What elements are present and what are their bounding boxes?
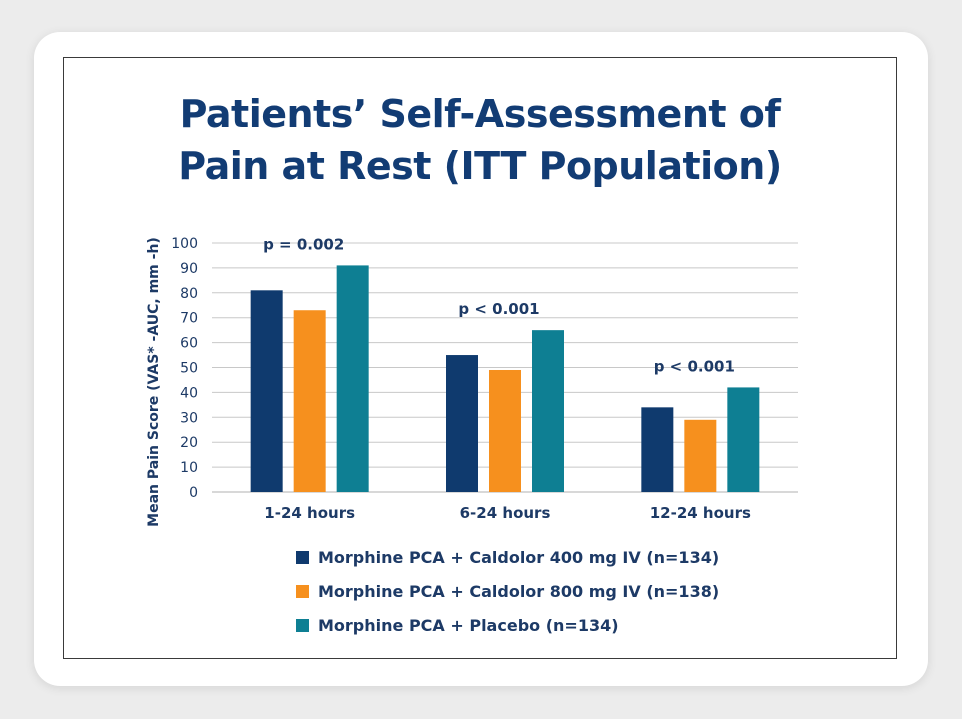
- bar: [446, 355, 478, 492]
- chart-title-line-1: Patients’ Self-Assessment of: [179, 92, 781, 136]
- legend-item: Morphine PCA + Caldolor 400 mg IV (n=134…: [296, 540, 719, 574]
- legend: Morphine PCA + Caldolor 400 mg IV (n=134…: [296, 540, 719, 642]
- legend-item: Morphine PCA + Caldolor 800 mg IV (n=138…: [296, 574, 719, 608]
- x-tick-label: 12-24 hours: [650, 504, 751, 522]
- p-value-annotation: p = 0.002: [263, 235, 344, 253]
- legend-label: Morphine PCA + Placebo (n=134): [318, 615, 619, 635]
- y-tick-label: 90: [180, 261, 198, 277]
- x-tick-label: 6-24 hours: [460, 504, 551, 522]
- chart-frame: [63, 57, 897, 659]
- bar: [293, 310, 326, 492]
- y-tick-label: 80: [180, 286, 198, 302]
- y-tick-label: 60: [180, 336, 198, 352]
- y-tick-label: 0: [189, 485, 198, 501]
- bar: [641, 407, 674, 492]
- legend-label: Morphine PCA + Caldolor 800 mg IV (n=138…: [318, 581, 720, 601]
- y-tick-label: 70: [180, 311, 198, 327]
- p-value-annotation: p < 0.001: [654, 357, 735, 375]
- y-axis-label: Mean Pain Score (VAS* -AUC, mm -h): [146, 237, 162, 527]
- y-tick-label: 40: [180, 385, 198, 401]
- y-tick-label: 100: [171, 236, 198, 252]
- y-tick-label: 20: [180, 435, 198, 451]
- y-tick-label: 30: [180, 410, 198, 426]
- legend-label: Morphine PCA + Caldolor 400 mg IV (n=134…: [318, 547, 720, 567]
- bar: [250, 290, 283, 492]
- y-tick-label: 10: [180, 460, 198, 476]
- bar: [727, 387, 760, 492]
- bar: [489, 369, 521, 492]
- legend-item: Morphine PCA + Placebo (n=134): [296, 608, 719, 642]
- legend-swatch: [296, 618, 309, 632]
- bar: [336, 265, 369, 492]
- bar: [532, 330, 564, 492]
- y-tick-label: 50: [180, 361, 198, 377]
- chart-title-line-2: Pain at Rest (ITT Population): [178, 144, 782, 188]
- bar: [684, 419, 717, 492]
- p-value-annotation: p < 0.001: [458, 300, 539, 318]
- legend-swatch: [296, 584, 309, 598]
- x-tick-label: 1-24 hours: [264, 504, 355, 522]
- chart-title: Patients’ Self-Assessment of Pain at Res…: [63, 88, 897, 192]
- legend-swatch: [296, 550, 309, 564]
